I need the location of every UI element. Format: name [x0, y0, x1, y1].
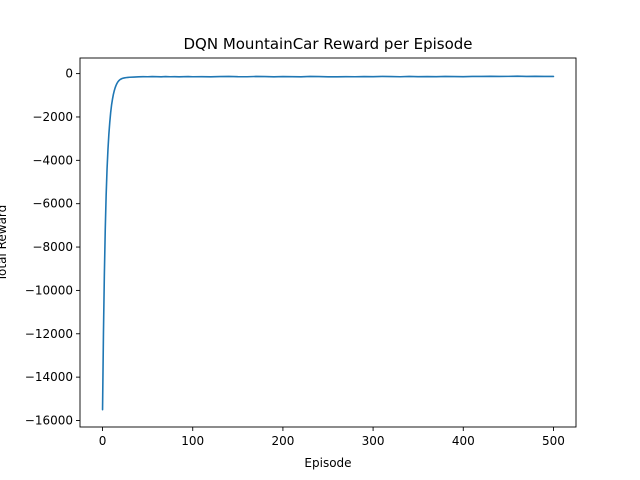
x-tick-label: 100 — [181, 434, 204, 448]
y-tick-label: −6000 — [32, 197, 73, 211]
x-axis-label: Episode — [304, 456, 351, 470]
y-tick-label: −2000 — [32, 110, 73, 124]
y-axis-ticks: −16000 −14000 −12000 −10000 −8000 −6000 −4000 −… — [25, 67, 80, 427]
y-axis-label: Total Reward — [0, 205, 9, 283]
x-tick-label: 300 — [362, 434, 385, 448]
chart-title: DQN MountainCar Reward per Episode — [183, 35, 472, 53]
reward-series-line — [101, 75, 555, 411]
y-tick-label: −8000 — [32, 240, 73, 254]
series-layer — [101, 75, 555, 411]
x-tick-label: 500 — [542, 434, 565, 448]
x-axis-ticks: 0 100 200 300 400 500 — [99, 427, 565, 448]
y-tick-label: −14000 — [25, 370, 73, 384]
y-tick-label: 0 — [65, 67, 73, 81]
y-tick-label: −16000 — [25, 413, 73, 427]
plot-area: 0 100 200 300 400 500 −16000 −14000 −12000 −1000… — [25, 57, 577, 448]
y-tick-label: −12000 — [25, 327, 73, 341]
y-tick-label: −4000 — [32, 153, 73, 167]
x-tick-label: 0 — [99, 434, 107, 448]
x-tick-label: 200 — [271, 434, 294, 448]
y-tick-label: −10000 — [25, 283, 73, 297]
x-tick-label: 400 — [452, 434, 475, 448]
plot-frame — [79, 57, 577, 428]
